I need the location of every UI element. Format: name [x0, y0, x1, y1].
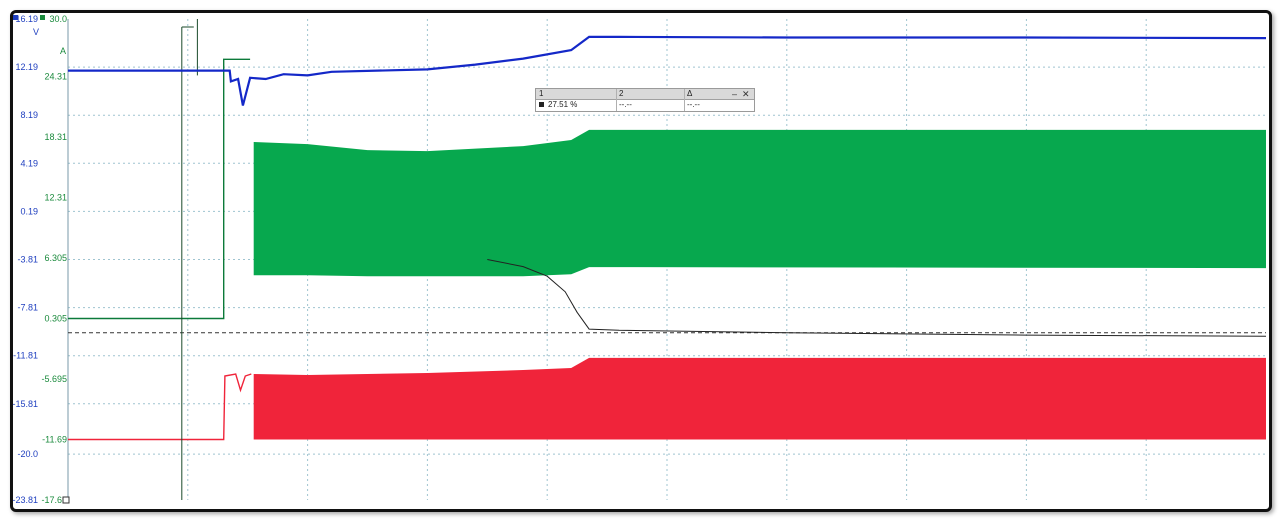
minimize-icon[interactable]: – [732, 89, 738, 99]
v-axis-tick-label: 0.19 [20, 206, 38, 216]
v-axis-tick-label: 4.19 [20, 158, 38, 168]
a-axis-tick-label: 12.31 [44, 192, 67, 202]
cursor-row-value-delta: --.-- [687, 100, 700, 109]
cursor-col-1: 1 [539, 89, 544, 98]
traces [68, 19, 1267, 500]
close-icon[interactable]: ✕ [742, 89, 750, 99]
v-axis-tick-label: -15.81 [12, 399, 38, 409]
cursor-col-delta: Δ [687, 89, 693, 98]
channel-b-marker-icon [40, 15, 45, 20]
cursor-panel-divider [616, 89, 617, 111]
v-axis-tick-label: -3.81 [17, 255, 38, 265]
cursor-panel-divider [684, 89, 685, 111]
green-trace-line [68, 58, 251, 320]
v-axis-tick-label: 8.19 [20, 110, 38, 120]
a-axis-tick-label: 30.0 [49, 14, 67, 24]
square-icon [539, 102, 544, 108]
a-axis-tick-label: 6.305 [44, 253, 67, 263]
cursor-measurement-panel[interactable]: 1 2 Δ – ✕ 27.51 % --.-- --.-- [535, 88, 755, 112]
a-axis-tick-label: -5.695 [41, 374, 67, 384]
v-axis-tick-label: 16.19 [15, 14, 38, 24]
cursor-row-value-2: --.-- [619, 100, 632, 109]
v-axis-tick-label: -7.81 [17, 303, 38, 313]
blue-trace-line [68, 35, 1267, 106]
v-axis-tick-label: 12.19 [15, 62, 38, 72]
cursor-row-value-1: 27.51 % [536, 100, 616, 110]
red-trace-line [68, 373, 252, 441]
a-axis-tick-label: 24.31 [44, 71, 67, 81]
a-axis-tick-label: 18.31 [44, 132, 67, 142]
axis-labels: 16.19 12.19 8.19 4.19 0.19 -3.81 -7.81 -11.81 -1… [12, 14, 70, 505]
green-trace-band [253, 129, 1266, 277]
a-axis-unit: A [60, 46, 66, 56]
channel-a-marker-icon [13, 15, 18, 20]
black-trace-line [487, 259, 1267, 337]
cursor-col-2: 2 [619, 89, 624, 98]
v-axis-unit: V [33, 27, 39, 37]
v-axis-tick-label: -20.0 [17, 449, 38, 459]
v-axis-tick-label: -23.81 [12, 495, 38, 505]
cursor-panel-header: 1 2 Δ – ✕ [536, 89, 754, 100]
channel-marker-icon [62, 496, 70, 504]
a-axis-tick-label: -17.69 [41, 495, 67, 505]
cursor-row-value-1-text: 27.51 % [548, 100, 578, 109]
a-axis-tick-label: 0.305 [44, 314, 67, 324]
v-axis-tick-label: -11.81 [13, 351, 38, 361]
cursor-panel-row: 27.51 % --.-- --.-- [536, 100, 754, 111]
a-axis-tick-label: -11.69 [42, 434, 67, 444]
red-trace-band [253, 357, 1266, 440]
